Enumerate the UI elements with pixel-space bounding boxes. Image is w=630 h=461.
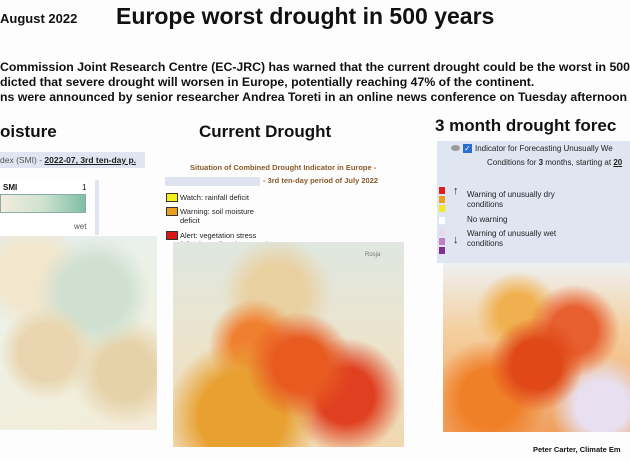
wet-swatch-3 — [439, 247, 445, 254]
wet-warning-label: Warning of unusually wet conditions — [467, 229, 557, 248]
conditions-text: Conditions for 3 months, starting at 20 — [487, 158, 623, 167]
russia-label: Rosja — [365, 252, 381, 258]
smi-legend-wet: wet — [74, 222, 87, 231]
cdi-map-title: Situation of Combined Drought Indicator … — [190, 163, 377, 172]
cdi-legend-watch: Watch: rainfall deficit — [166, 193, 290, 202]
smi-gradient — [0, 194, 86, 213]
conditions-date-link[interactable]: 20 — [613, 158, 623, 167]
warning-swatch — [166, 207, 178, 216]
current-drought-map: Rosja — [173, 242, 404, 447]
dry-swatch-3 — [439, 205, 445, 212]
watch-swatch — [166, 193, 178, 202]
smi-selector-prefix: dex (SMI) - — [0, 155, 45, 165]
indicator-label: Indicator for Forecasting Unusually We — [475, 144, 613, 153]
cdi-legend-warning: Warning: soil moisture deficit — [166, 207, 260, 225]
alert-swatch — [166, 231, 178, 240]
forecast-map — [443, 263, 630, 432]
forecast-legend: ↑ Warning of unusually dry conditions No… — [437, 179, 630, 263]
smi-legend: SMI 1 wet — [0, 180, 99, 235]
soil-moisture-heading: oisture — [0, 122, 57, 141]
dry-swatch-2 — [439, 196, 445, 203]
smi-legend-label: SMI — [3, 183, 18, 192]
no-warning-swatch — [439, 217, 445, 224]
smi-date-link[interactable]: 2022-07, 3rd ten-day p. — [44, 155, 137, 165]
soil-moisture-map — [0, 236, 157, 430]
cdi-map-subtitle: - 3rd ten-day period of July 2022 — [165, 176, 378, 186]
intro-line-2: dicted that severe drought will worsen i… — [0, 75, 535, 89]
cdi-map-subtitle-text: - 3rd ten-day period of July 2022 — [263, 176, 379, 185]
date-label: August 2022 — [0, 11, 78, 26]
forecast-heading: 3 month drought forec — [435, 116, 617, 135]
credit: Peter Carter, Climate Em — [533, 445, 621, 454]
indicator-checkbox[interactable]: ✓ — [463, 144, 472, 153]
arrow-down-icon: ↓ — [453, 234, 459, 246]
wet-swatch-1 — [439, 229, 445, 236]
arrow-up-icon: ↑ — [453, 185, 459, 197]
wet-swatch-2 — [439, 238, 445, 245]
smi-selector[interactable]: dex (SMI) - 2022-07, 3rd ten-day p. — [0, 152, 145, 168]
layers-icon — [451, 145, 460, 151]
smi-legend-max: 1 — [82, 183, 87, 192]
dry-warning-label: Warning of unusually dry conditions — [467, 190, 555, 209]
dry-swatch-1 — [439, 187, 445, 194]
current-drought-heading: Current Drought — [199, 122, 332, 141]
forecast-legend-panel: ✓ Indicator for Forecasting Unusually We… — [437, 141, 630, 263]
page-title: Europe worst drought in 500 years — [116, 3, 495, 29]
intro-line-3: ns were announced by senior researcher A… — [0, 90, 628, 104]
intro-line-1: Commission Joint Research Centre (EC-JRC… — [0, 60, 630, 74]
no-warning-label: No warning — [467, 215, 508, 224]
